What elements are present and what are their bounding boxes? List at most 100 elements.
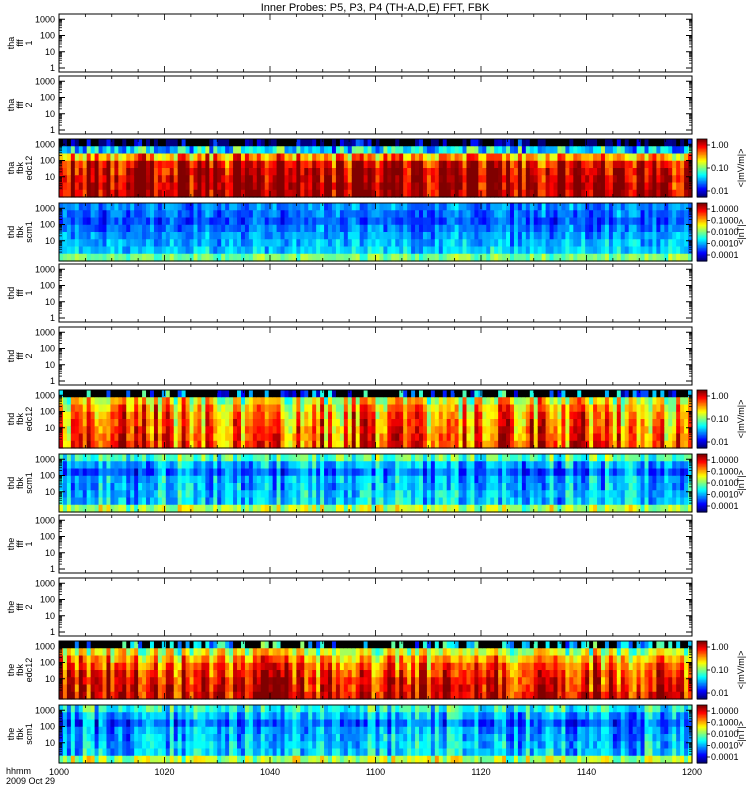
- spectrogram-cell: [581, 246, 586, 255]
- spectrogram-cell: [573, 433, 578, 442]
- spectrogram-cell: [458, 404, 464, 413]
- spectrogram-cell: [213, 433, 218, 442]
- spectrogram-cell: [597, 411, 602, 420]
- spectrogram-cell: [561, 390, 566, 398]
- spectrogram-cell: [86, 246, 92, 255]
- spectrogram-cell: [142, 483, 147, 491]
- spectrogram-cell: [430, 426, 436, 435]
- spectrogram-cell: [355, 189, 361, 198]
- spectrogram-cell: [517, 182, 523, 191]
- spectrogram-cell: [244, 146, 250, 155]
- spectrogram-cell: [494, 426, 499, 435]
- spectrogram-cell: [399, 139, 404, 147]
- spectrogram-cell: [98, 504, 104, 513]
- spectrogram-cell: [411, 246, 416, 255]
- spectrogram-cell: [636, 168, 642, 176]
- spectrogram-cell: [557, 175, 563, 184]
- spectrogram-cell: [331, 239, 337, 248]
- spectrogram-cell: [225, 246, 230, 255]
- spectrogram-cell: [237, 433, 242, 442]
- spectrogram-cell: [430, 217, 436, 226]
- spectrogram-cell: [419, 232, 424, 240]
- spectrogram-cell: [446, 182, 452, 191]
- spectrogram-cell: [324, 253, 329, 262]
- spectrogram-cell: [59, 404, 64, 413]
- spectrogram-cell: [292, 253, 297, 262]
- spectrogram-cell: [272, 419, 278, 427]
- spectrogram-cell: [581, 160, 586, 169]
- spectrogram-cell: [506, 239, 511, 248]
- spectrogram-cell: [541, 210, 547, 219]
- panel-label-line: tha: [6, 37, 16, 50]
- spectrogram-cell: [316, 411, 321, 420]
- spectrogram-cell: [142, 210, 147, 219]
- spectrogram-cell: [419, 146, 424, 155]
- spectrogram-cell: [328, 210, 333, 219]
- spectrogram-cell: [367, 146, 373, 155]
- y-tick-label: 10: [45, 297, 55, 307]
- spectrogram-cell: [672, 433, 677, 442]
- spectrogram-cell: [90, 139, 96, 147]
- spectrogram-cell: [644, 239, 650, 248]
- spectrogram-cell: [221, 224, 226, 233]
- spectrogram-cell: [604, 404, 610, 413]
- spectrogram-cell: [367, 182, 373, 191]
- spectrogram-cell: [173, 232, 179, 240]
- spectrogram-cell: [616, 390, 622, 398]
- spectrogram-cell: [233, 189, 238, 198]
- spectrogram-cell: [335, 224, 341, 233]
- spectrogram-cell: [86, 217, 92, 226]
- spectrogram-cell: [284, 419, 290, 427]
- spectrogram-cell: [62, 411, 68, 420]
- colorbar-swatch: [697, 434, 707, 437]
- spectrogram-cell: [78, 475, 84, 484]
- spectrogram-cell: [407, 139, 412, 147]
- spectrogram-cell: [640, 426, 646, 435]
- spectrogram-cell: [502, 153, 507, 162]
- spectrogram-cell: [153, 483, 159, 491]
- spectrogram-cell: [458, 390, 464, 398]
- spectrogram-cell: [205, 189, 210, 198]
- spectrogram-cell: [434, 175, 440, 184]
- spectrogram-cell: [153, 468, 159, 477]
- spectrogram-cell: [597, 182, 602, 191]
- spectrogram-cell: [201, 168, 206, 176]
- spectrogram-cell: [161, 419, 167, 427]
- spectrogram-cell: [407, 397, 412, 406]
- spectrogram-cell: [517, 175, 523, 184]
- spectrogram-cell: [620, 224, 626, 233]
- spectrogram-cell: [541, 139, 547, 147]
- spectrogram-cell: [474, 224, 479, 233]
- colorbar-swatch: [697, 191, 707, 194]
- spectrogram-cell: [320, 404, 325, 413]
- spectrogram-cell: [648, 253, 654, 262]
- spectrogram-cell: [296, 426, 301, 435]
- spectrogram-cell: [684, 182, 689, 191]
- spectrogram-cell: [217, 246, 222, 255]
- spectrogram-cell: [628, 160, 634, 169]
- spectrogram-cell: [632, 160, 638, 169]
- spectrogram-cell: [525, 210, 531, 219]
- spectrogram-cell: [450, 160, 456, 169]
- spectrogram-cell: [248, 433, 254, 442]
- spectrogram-cell: [577, 426, 582, 435]
- spectrogram-cell: [359, 217, 365, 226]
- spectrogram-cell: [193, 404, 199, 413]
- spectrogram-cell: [233, 433, 238, 442]
- spectrogram-cell: [624, 146, 630, 155]
- spectrogram-cell: [529, 210, 535, 219]
- spectrogram-cell: [644, 153, 650, 162]
- spectrogram-cell: [324, 175, 329, 184]
- spectrogram-cell: [541, 153, 547, 162]
- spectrogram-cell: [70, 217, 76, 226]
- spectrogram-cell: [482, 153, 487, 162]
- spectrogram-cell: [181, 253, 187, 262]
- spectrogram-cell: [229, 160, 234, 169]
- spectrogram-cell: [466, 182, 472, 191]
- spectrogram-cell: [608, 239, 614, 248]
- spectrogram-cell: [521, 153, 527, 162]
- spectrogram-cell: [668, 160, 673, 169]
- spectrogram-cell: [454, 189, 460, 198]
- spectrogram-cell: [513, 411, 519, 420]
- spectrogram-cell: [371, 246, 377, 255]
